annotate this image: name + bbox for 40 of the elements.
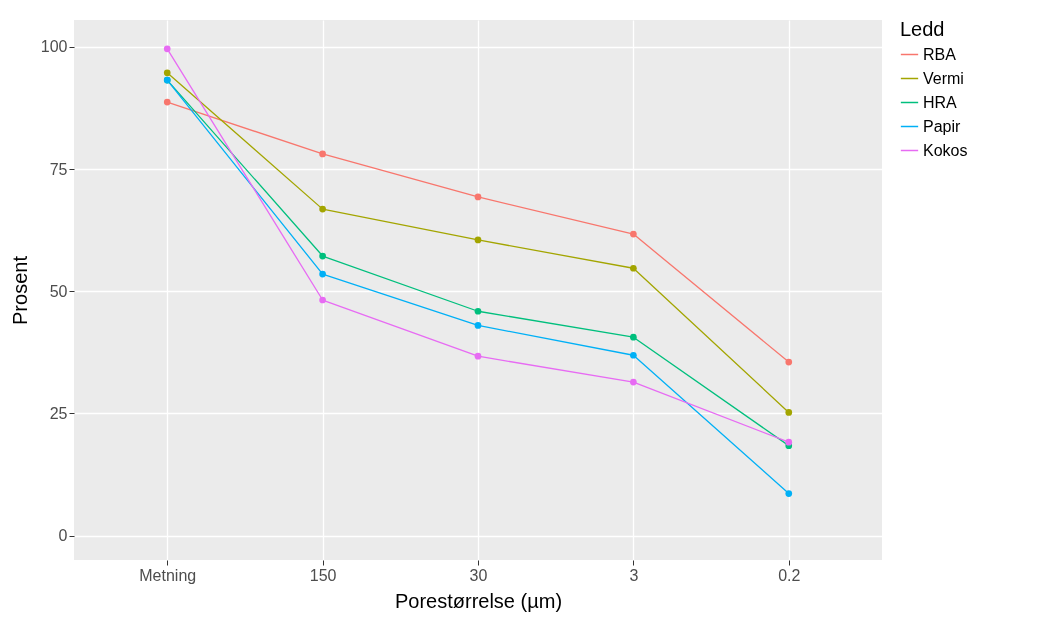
point xyxy=(474,352,482,360)
point xyxy=(630,230,637,238)
x-tick-label: 150 xyxy=(309,566,337,584)
point xyxy=(163,98,171,106)
point xyxy=(319,270,326,278)
y-tick-label: 75 xyxy=(49,160,68,178)
legend-label: RBA xyxy=(923,45,957,63)
x-axis-title: Porestørrelse (µm) xyxy=(394,589,563,612)
legend-label: Papir xyxy=(923,117,962,135)
y-tick-label: 0 xyxy=(58,527,68,545)
point xyxy=(319,296,326,304)
y-tick-label: 25 xyxy=(49,404,68,422)
point xyxy=(319,205,326,213)
point xyxy=(474,307,482,315)
point xyxy=(785,490,793,497)
y-axis-title: Prosent xyxy=(8,255,31,325)
y-tick-label: 50 xyxy=(49,282,68,300)
point xyxy=(785,409,793,416)
legend-title: Ledd xyxy=(900,18,945,40)
x-tick-label: Metning xyxy=(139,566,197,584)
point xyxy=(474,193,482,201)
legend-label: Kokos xyxy=(923,141,968,159)
point xyxy=(474,322,482,329)
x-tick-label: 3 xyxy=(629,566,639,584)
point xyxy=(785,438,793,446)
point xyxy=(785,358,793,366)
point xyxy=(630,264,637,272)
x-tick-label: 0.2 xyxy=(778,566,801,584)
y-tick-label: 100 xyxy=(40,38,68,56)
point xyxy=(630,351,637,359)
legend-label: Vermi xyxy=(923,69,964,87)
point xyxy=(474,236,482,244)
point xyxy=(163,69,171,77)
legend-label: HRA xyxy=(923,93,958,111)
point xyxy=(630,378,637,386)
point xyxy=(319,252,326,260)
point xyxy=(163,45,171,53)
point xyxy=(630,333,637,341)
x-tick-label: 30 xyxy=(469,566,488,584)
point xyxy=(319,150,326,158)
